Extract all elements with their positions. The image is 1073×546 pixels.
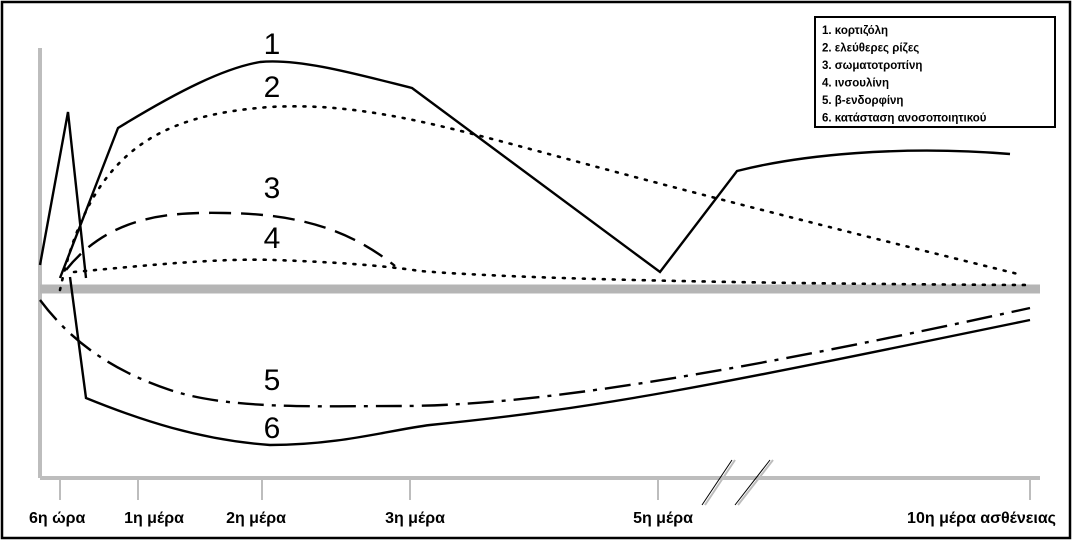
x-tick-marks: [59, 478, 1031, 500]
curves: [38, 60, 1032, 447]
curve-somatotropin: [65, 211, 396, 271]
x-tick-label: 6η ώρα: [29, 510, 86, 527]
legend-entry: 5. β-ενδορφίνη: [822, 95, 903, 107]
x-tick-label: 5η μέρα: [633, 510, 693, 527]
curve-number-label: 5: [264, 364, 281, 397]
legend-entry: 1. κορτιζόλη: [822, 25, 888, 37]
legend-entry: 3. σωματοτροπίνη: [822, 60, 922, 72]
curve-insulin: [72, 258, 1032, 287]
curve-labels: 1 2 3 4 5 6: [264, 28, 281, 445]
x-tick-label: 10η μέρα ασθένειας: [907, 510, 1056, 527]
legend: 1. κορτιζόλη 2. ελεύθερες ρίζες 3. σωματοτ…: [814, 16, 1056, 128]
x-tick-label: 3η μέρα: [385, 510, 445, 527]
curve-cortisol: [58, 60, 1011, 279]
legend-entry: 2. ελεύθερες ρίζες: [822, 43, 919, 55]
curve-number-label: 4: [264, 222, 281, 255]
curve-number-label: 3: [264, 172, 281, 205]
legend-entry: 4. ινσουλίνη: [822, 78, 889, 90]
legend-entry: 6. κατάσταση ανοσοποιητικού: [822, 113, 987, 125]
curve-cortisol-spike: [38, 111, 88, 279]
curve-number-label: 2: [264, 71, 281, 104]
axis-break-mark: [701, 459, 733, 506]
legend-box: [814, 16, 1056, 128]
curve-beta-endorphin: [39, 299, 1031, 408]
curve-number-label: 1: [264, 28, 281, 61]
axis-break-mark: [734, 459, 771, 506]
axis-break-mark: [704, 459, 736, 506]
x-tick-labels: 6η ώρα 1η μέρα 2η μέρα 3η μέρα 5η μέρα 10η μέ…: [29, 510, 1056, 527]
axis-break-mark: [737, 459, 774, 506]
x-tick-label: 2η μέρα: [226, 510, 286, 527]
x-tick-label: 1η μέρα: [124, 510, 184, 527]
curve-immune-status: [68, 276, 1031, 447]
curve-number-label: 6: [264, 412, 281, 445]
